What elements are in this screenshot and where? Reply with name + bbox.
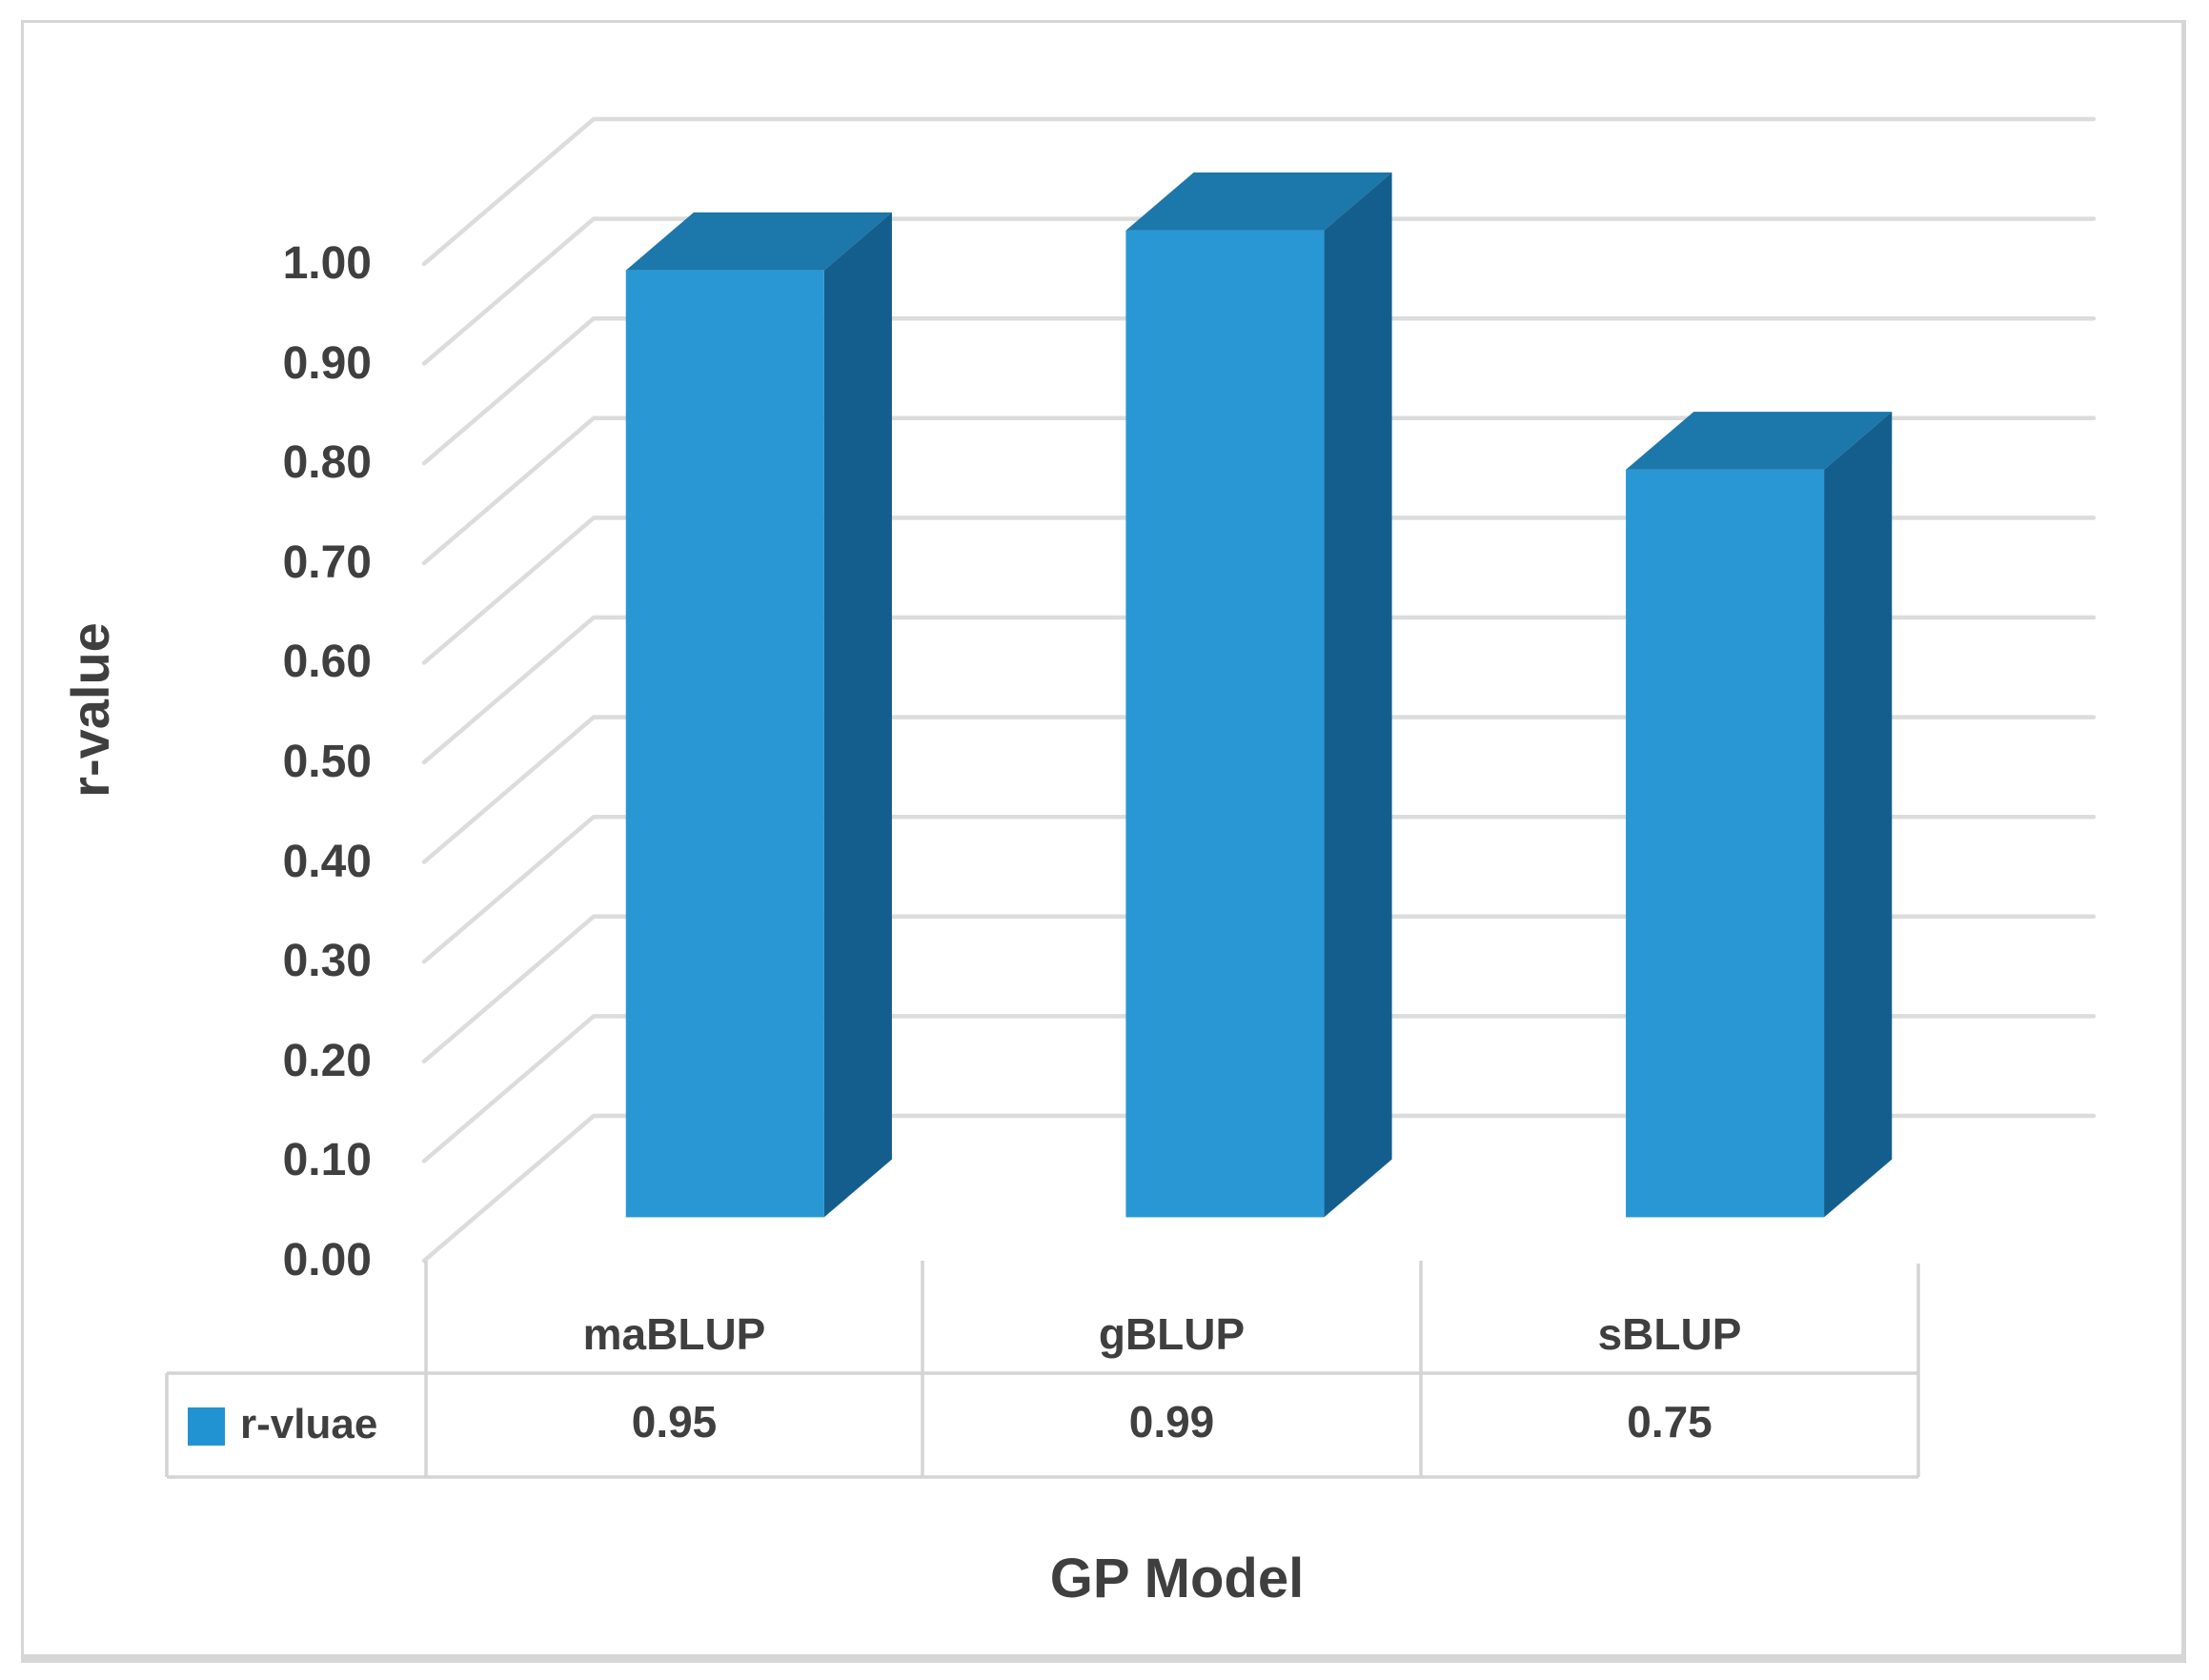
y-axis-tick-label: 0.00 bbox=[282, 1235, 372, 1285]
bar-top-face bbox=[1125, 172, 1392, 231]
table-value-cell: 0.99 bbox=[1128, 1397, 1215, 1447]
gridline bbox=[421, 415, 2097, 566]
y-axis-tick-label: 0.20 bbox=[282, 1035, 372, 1086]
gridline bbox=[421, 914, 2097, 1064]
bar-side-face bbox=[1324, 172, 1392, 1218]
bar-front-face bbox=[625, 270, 824, 1218]
gridline bbox=[421, 315, 2097, 466]
gridline bbox=[421, 216, 2097, 366]
bar-top-face bbox=[1626, 412, 1893, 470]
gridline bbox=[421, 1014, 2097, 1164]
y-axis-tick-label: 0.80 bbox=[282, 437, 372, 489]
table-category-header: maBLUP bbox=[582, 1309, 766, 1359]
y-axis-tick-label: 0.40 bbox=[282, 836, 372, 887]
legend-color-swatch bbox=[188, 1407, 225, 1446]
y-axis-tick-label: 1.00 bbox=[282, 238, 372, 289]
gridline bbox=[421, 715, 2097, 864]
table-category-header: gBLUP bbox=[1098, 1309, 1246, 1359]
legend-series-label: r-vluae bbox=[240, 1401, 378, 1447]
gridline bbox=[421, 615, 2097, 765]
y-axis-tick-label: 0.60 bbox=[282, 637, 372, 688]
table-value-cell: 0.95 bbox=[631, 1397, 718, 1447]
y-axis-tick-label: 0.30 bbox=[282, 936, 372, 987]
gridline bbox=[421, 1113, 2097, 1264]
bar-side-face bbox=[823, 212, 892, 1218]
bar-front-face bbox=[1125, 230, 1325, 1218]
y-axis-title: r-value bbox=[60, 622, 120, 798]
gridline bbox=[421, 516, 2097, 665]
table-category-header: sBLUP bbox=[1597, 1309, 1742, 1359]
table-value-cell: 0.75 bbox=[1627, 1397, 1712, 1447]
gridline bbox=[421, 814, 2097, 964]
bar-front-face bbox=[1626, 469, 1825, 1218]
bar-top-face bbox=[625, 212, 892, 271]
y-axis-tick-label: 0.50 bbox=[282, 737, 372, 787]
x-axis-title: GP Model bbox=[1049, 1548, 1305, 1609]
y-axis-tick-label: 0.10 bbox=[282, 1135, 372, 1186]
y-axis-tick-label: 0.90 bbox=[282, 337, 372, 389]
y-axis-tick-label: 0.70 bbox=[282, 536, 372, 588]
bar-side-face bbox=[1824, 412, 1893, 1218]
gridline bbox=[421, 116, 2097, 267]
